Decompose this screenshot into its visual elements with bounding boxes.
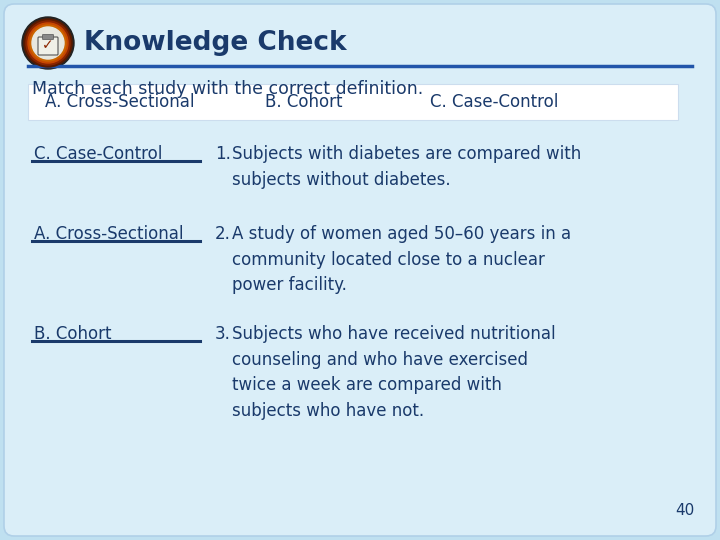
FancyBboxPatch shape [4, 4, 716, 536]
Text: Subjects who have received nutritional
counseling and who have exercised
twice a: Subjects who have received nutritional c… [232, 325, 556, 420]
Text: A. Cross-Sectional: A. Cross-Sectional [45, 93, 194, 111]
Text: 40: 40 [676, 503, 695, 518]
Text: 2.: 2. [215, 225, 231, 243]
Text: C. Case-Control: C. Case-Control [34, 145, 163, 163]
Text: A study of women aged 50–60 years in a
community located close to a nuclear
powe: A study of women aged 50–60 years in a c… [232, 225, 571, 294]
FancyBboxPatch shape [38, 37, 58, 55]
Text: Match each study with the correct definition.: Match each study with the correct defini… [32, 80, 423, 98]
FancyBboxPatch shape [28, 84, 678, 120]
Text: 1.: 1. [215, 145, 231, 163]
Circle shape [22, 17, 74, 69]
Text: 3.: 3. [215, 325, 231, 343]
Text: A. Cross-Sectional: A. Cross-Sectional [34, 225, 184, 243]
Circle shape [32, 27, 64, 59]
Text: Knowledge Check: Knowledge Check [84, 30, 346, 56]
Text: B. Cohort: B. Cohort [34, 325, 112, 343]
Text: Subjects with diabetes are compared with
subjects without diabetes.: Subjects with diabetes are compared with… [232, 145, 581, 188]
Circle shape [24, 19, 72, 67]
Text: B. Cohort: B. Cohort [265, 93, 343, 111]
Circle shape [30, 25, 66, 61]
Text: C. Case-Control: C. Case-Control [430, 93, 559, 111]
Circle shape [26, 21, 70, 65]
Text: ✓: ✓ [42, 38, 54, 52]
FancyBboxPatch shape [42, 35, 53, 39]
Circle shape [28, 23, 68, 63]
